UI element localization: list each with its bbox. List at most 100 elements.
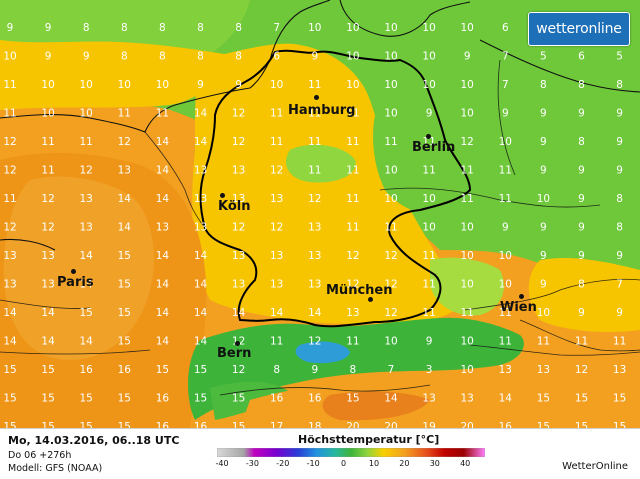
temperature-value: 10 [537,193,550,205]
legend-tick-label: -10 [306,459,320,468]
brand-badge[interactable]: wetteronline [528,12,630,46]
temperature-value: 11 [41,165,54,177]
temperature-value: 13 [118,165,131,177]
temperature-value: 12 [575,364,588,376]
temperature-value: 14 [3,307,17,319]
temperature-value: 11 [3,79,16,91]
temperature-value: 14 [308,307,322,319]
temperature-value: 14 [194,307,208,319]
temperature-value: 16 [118,364,132,376]
temperature-value: 10 [461,222,474,234]
temperature-value: 16 [270,393,284,405]
legend-tick-label: 0 [341,459,347,468]
temperature-value: 14 [384,393,398,405]
temperature-value: 9 [578,250,585,262]
temperature-value: 11 [499,336,512,348]
temperature-value: 7 [502,51,509,63]
temperature-value: 11 [41,136,54,148]
temperature-value: 9 [45,22,52,34]
temperature-value: 13 [194,222,207,234]
coastlines [0,0,640,251]
temperature-value: 8 [540,79,547,91]
temperature-value: 15 [613,421,626,428]
city-label-bern: Bern [217,346,252,361]
temperature-value: 15 [3,393,16,405]
temperature-value: 13 [270,193,283,205]
city-marker-paris [71,269,76,274]
temperature-value: 9 [540,279,547,291]
temperature-value: 8 [273,364,280,376]
temperature-value: 8 [121,51,128,63]
temperature-value: 11 [346,336,359,348]
temperature-value: 12 [41,222,54,234]
temperature-value: 10 [422,222,435,234]
temperature-value: 10 [384,51,397,63]
temperature-grid: 9988888710101010106555109988886910101097… [3,22,626,428]
germany-border [199,49,472,328]
temperature-value: 11 [384,222,397,234]
temperature-value: 11 [308,108,321,120]
temperature-value: 15 [80,307,93,319]
city-label-wien: Wien [500,300,537,315]
temperature-value: 14 [194,108,208,120]
temperature-value: 10 [3,51,16,63]
country-borders [0,59,640,396]
temperature-value: 9 [540,165,547,177]
temperature-value: 15 [346,393,359,405]
temperature-value: 11 [422,136,435,148]
temperature-value: 15 [118,279,131,291]
temperature-value: 9 [616,250,623,262]
temperature-value: 5 [540,51,547,63]
temperature-value: 13 [346,307,359,319]
legend-tick-label: 20 [399,459,410,468]
city-label-muenchen: München [326,283,393,298]
temperature-value: 9 [502,222,509,234]
temperature-value: 13 [232,279,245,291]
temperature-value: 8 [350,364,357,376]
temperature-value: 15 [575,393,588,405]
orange-zone-inner [3,176,154,360]
temperature-value: 13 [232,165,245,177]
temperature-value: 14 [194,336,208,348]
temperature-value: 15 [41,421,54,428]
temperature-value: 10 [422,193,435,205]
legend-title: Höchsttemperatur [°C] [298,433,440,446]
temperature-value: 10 [118,79,131,91]
temperature-value: 15 [41,364,54,376]
temperature-value: 20 [461,421,474,428]
city-marker-wien [519,294,524,299]
temperature-value: 10 [384,22,397,34]
temperature-value: 9 [197,79,204,91]
temperature-value: 8 [197,22,204,34]
temperature-value: 13 [537,364,550,376]
temperature-value: 13 [270,279,283,291]
temperature-value: 9 [540,136,547,148]
temperature-value: 20 [346,421,359,428]
temperature-value: 10 [461,79,474,91]
temperature-value: 11 [499,165,512,177]
temperature-value: 14 [270,307,284,319]
temperature-value: 15 [118,393,131,405]
city-marker-berlin [426,134,431,139]
temperature-value: 9 [578,108,585,120]
temperature-value: 11 [270,136,283,148]
orange-zone-italy-inner [322,391,430,421]
temperature-value: 10 [461,364,474,376]
temperature-value: 11 [384,136,397,148]
temperature-value: 11 [346,222,359,234]
temperature-value: 11 [80,136,93,148]
temperature-value: 15 [118,421,131,428]
temperature-value: 15 [156,364,169,376]
temperature-value: 8 [159,22,166,34]
temperature-value: 12 [118,136,131,148]
temperature-value: 13 [308,279,321,291]
temperature-value: 11 [308,165,321,177]
temperature-value: 6 [273,51,280,63]
temperature-value: 13 [308,250,321,262]
temperature-value: 9 [578,165,585,177]
temperature-value: 12 [41,193,54,205]
temperature-value: 14 [156,250,170,262]
temperature-value: 13 [3,250,16,262]
temperature-value: 10 [499,250,512,262]
temperature-value: 11 [346,165,359,177]
